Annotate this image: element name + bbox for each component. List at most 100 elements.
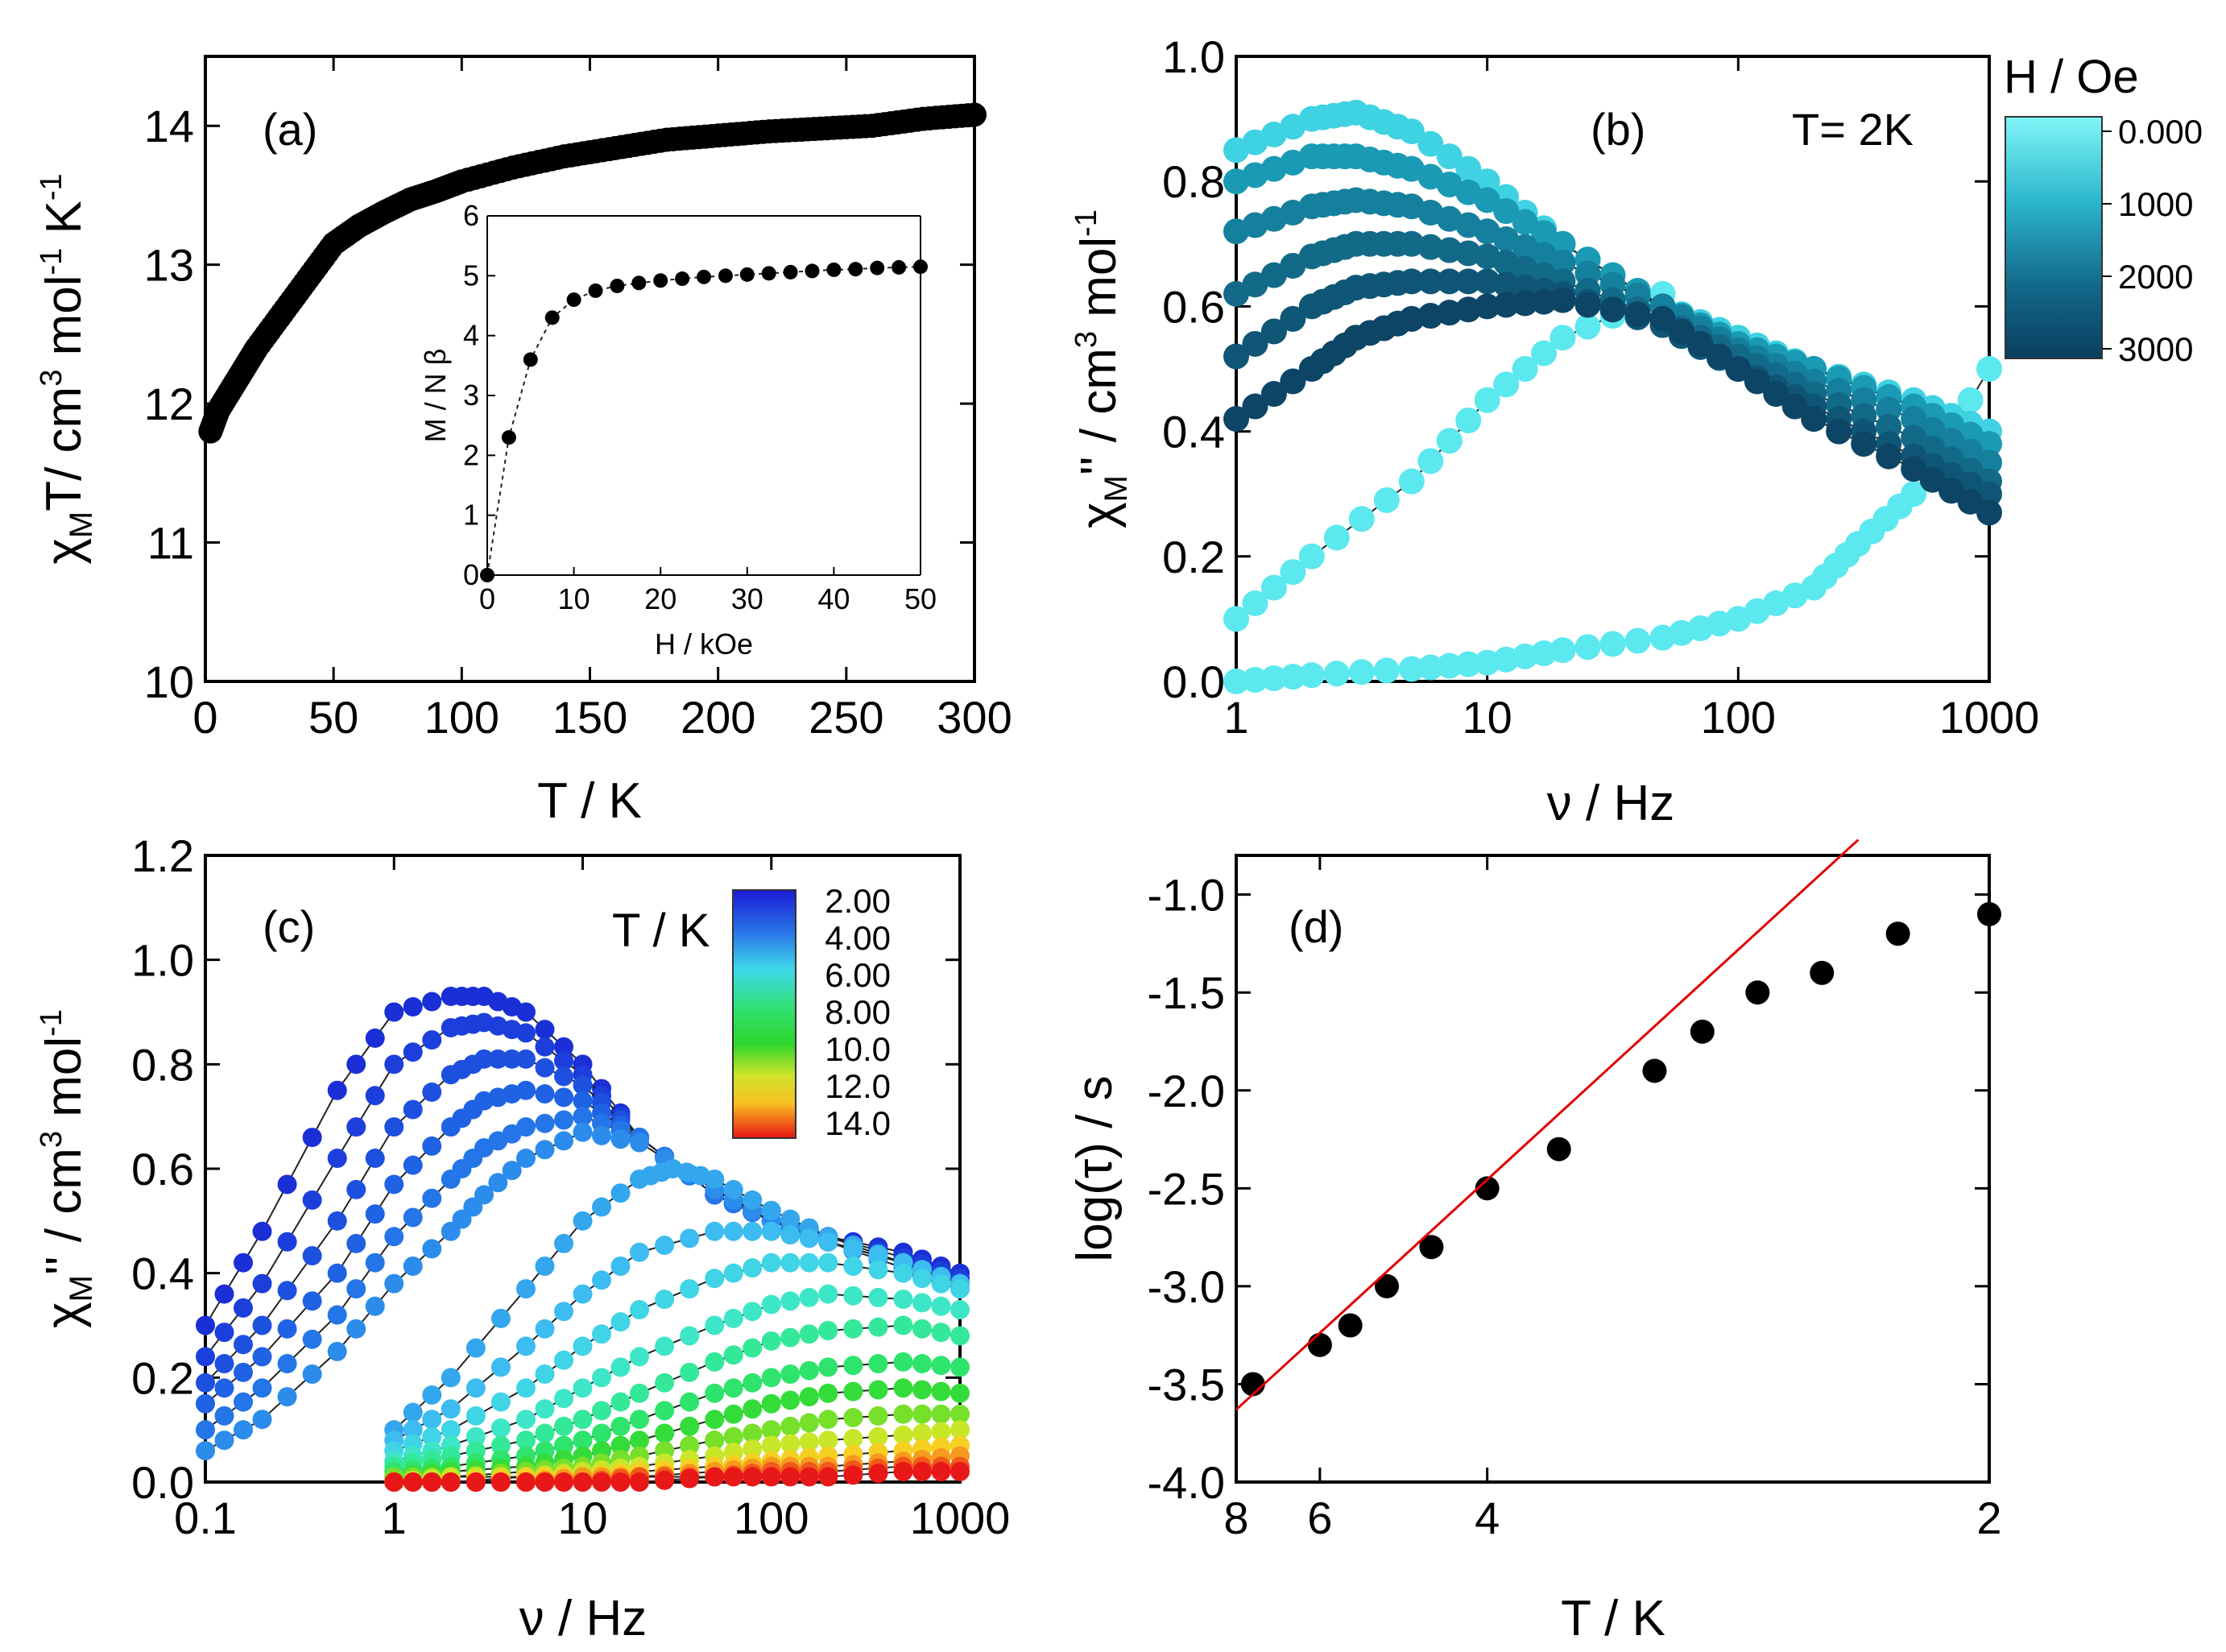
x-tick-label: 50 (904, 582, 937, 615)
data-point (403, 1472, 423, 1492)
data-point (196, 1420, 215, 1440)
x-tick-label: 250 (809, 692, 883, 743)
x-tick-label: 200 (681, 692, 755, 743)
x-tick-label: 0.1 (174, 1493, 237, 1543)
panel-d-frame (1235, 854, 1991, 1484)
data-point (234, 1335, 254, 1355)
y-tick-label: 14 (144, 101, 194, 151)
data-point (592, 1125, 612, 1145)
data-point (653, 273, 668, 288)
data-point (705, 1410, 725, 1430)
x-tick-label: 100 (424, 692, 499, 743)
data-point (610, 1472, 631, 1492)
colorbar-b-tick-label: 2000 (2118, 258, 2193, 296)
series-line (393, 1230, 961, 1442)
data-point (1550, 230, 1576, 257)
data-point (573, 1378, 593, 1398)
data-point (403, 1207, 423, 1228)
data-point (655, 1336, 675, 1356)
data-point (214, 1354, 234, 1374)
data-point (515, 1149, 536, 1169)
data-point (553, 1037, 573, 1057)
data-point (1901, 424, 1927, 451)
data-point (761, 1420, 781, 1440)
data-point (1574, 634, 1601, 660)
data-point (761, 1467, 781, 1487)
data-point (931, 1356, 951, 1376)
y-tick-label: 0 (463, 558, 479, 591)
data-point (1260, 381, 1287, 408)
y-tick-label: 0.0 (1162, 656, 1225, 707)
data-point (818, 1467, 838, 1487)
data-point (553, 1051, 573, 1071)
series-line (393, 1293, 961, 1463)
data-point (544, 310, 560, 325)
data-point (302, 1364, 322, 1385)
data-point (780, 1225, 801, 1245)
data-point (553, 1302, 573, 1322)
data-point (1242, 667, 1268, 694)
data-point (826, 262, 842, 277)
data-point (680, 1468, 700, 1488)
data-point (680, 1279, 700, 1299)
data-point (680, 1228, 700, 1248)
data-point (1260, 318, 1287, 345)
data-point (523, 352, 538, 367)
series-line (394, 1471, 960, 1483)
data-point (780, 1291, 801, 1311)
data-point (893, 1263, 913, 1283)
data-point (1419, 1235, 1444, 1260)
data-point (474, 1185, 494, 1205)
inset-x-title: H / kOe (655, 627, 753, 660)
series-line (394, 1387, 961, 1478)
y-tick-label: 0.8 (1162, 156, 1225, 207)
data-point (592, 1472, 612, 1492)
data-point (680, 1392, 700, 1412)
data-point (1574, 313, 1601, 340)
data-point (1474, 387, 1500, 413)
data-point (403, 1402, 423, 1422)
y-tick-label: 2 (463, 438, 479, 471)
data-point (1976, 356, 2002, 382)
data-point (1810, 960, 1835, 985)
data-point (234, 1392, 254, 1412)
data-point (1280, 305, 1306, 332)
data-point (252, 1378, 272, 1398)
data-point (843, 1239, 863, 1259)
data-point (723, 1426, 743, 1447)
data-point (780, 1327, 801, 1348)
colorbar-c-tick-label: 6.00 (825, 956, 891, 994)
data-point (592, 1270, 612, 1290)
data-point (252, 1273, 272, 1294)
data-point (1493, 198, 1520, 225)
data-point (1901, 481, 1927, 507)
data-point (950, 1404, 970, 1424)
data-point (327, 1341, 347, 1361)
data-point (743, 1221, 763, 1241)
data-point (1919, 466, 1946, 493)
data-point (480, 568, 494, 582)
data-point (799, 1287, 819, 1307)
data-point (490, 1472, 511, 1492)
x-tick-label: 300 (937, 692, 1012, 743)
data-point (1550, 250, 1576, 276)
data-point (723, 1378, 743, 1398)
x-tick-label: 0 (479, 582, 495, 615)
data-point (1260, 665, 1287, 692)
data-point (610, 1435, 631, 1455)
data-point (1398, 468, 1425, 495)
data-point (893, 1425, 913, 1445)
data-point (780, 1209, 801, 1229)
data-point (196, 1393, 215, 1414)
y-tick-label: -1.5 (1148, 967, 1226, 1018)
data-point (277, 1281, 297, 1301)
panel-b-label: (b) (1591, 104, 1645, 155)
data-point (346, 1179, 366, 1199)
data-point (553, 1472, 573, 1492)
colorbar-c-tick-label: 4.00 (825, 919, 891, 957)
data-point (1599, 631, 1626, 657)
data-point (1474, 187, 1500, 213)
colorbar-b-title: H / Oe (2004, 51, 2139, 103)
